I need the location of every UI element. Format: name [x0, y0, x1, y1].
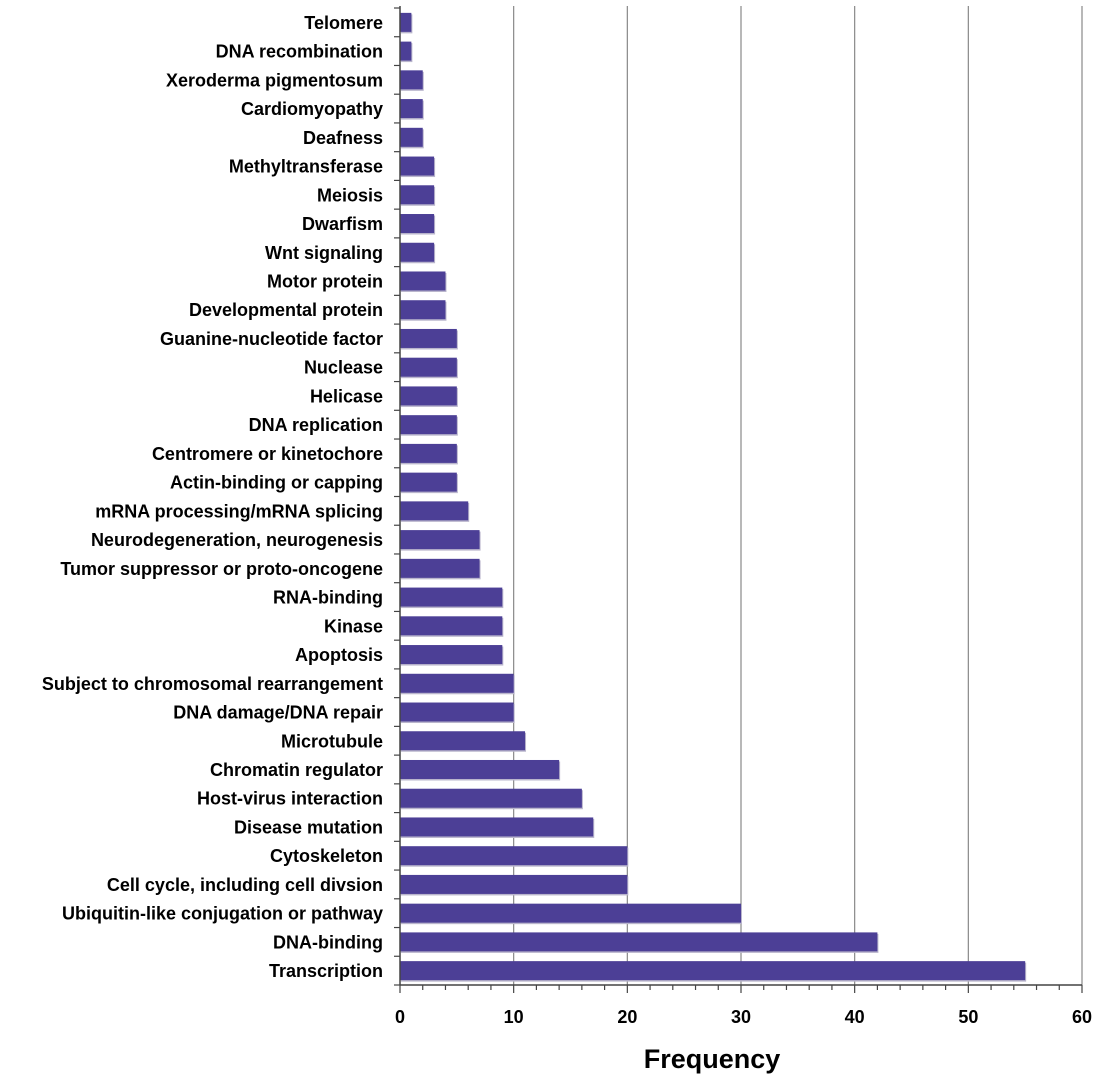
category-label: Xeroderma pigmentosum — [166, 70, 383, 90]
x-tick-label: 20 — [617, 1007, 637, 1027]
bar — [400, 759, 560, 779]
bar — [400, 788, 582, 808]
bar — [400, 616, 503, 636]
bar — [400, 328, 457, 348]
category-label: Transcription — [269, 961, 383, 981]
x-tick-label: 10 — [504, 1007, 524, 1027]
bar — [400, 185, 435, 205]
category-label: mRNA processing/mRNA splicing — [95, 501, 383, 521]
x-tick-label: 40 — [845, 1007, 865, 1027]
category-label: Centromere or kinetochore — [152, 444, 383, 464]
bar — [400, 415, 457, 435]
bar — [400, 587, 503, 607]
bar — [400, 271, 446, 291]
category-label: Telomere — [304, 13, 383, 33]
bar — [400, 702, 514, 722]
category-label: Host-virus interaction — [197, 789, 383, 809]
bar — [400, 874, 628, 894]
category-label: Ubiquitin-like conjugation or pathway — [62, 904, 383, 924]
bar — [400, 70, 423, 90]
bar — [400, 932, 878, 952]
bar — [400, 443, 457, 463]
category-label: DNA recombination — [216, 42, 383, 62]
category-label: Kinase — [324, 616, 383, 636]
x-axis-title: Frequency — [644, 1044, 781, 1074]
bar — [400, 961, 1026, 981]
category-label: Motor protein — [267, 271, 383, 291]
category-label: Cell cycle, including cell divsion — [107, 875, 383, 895]
bar — [400, 12, 412, 32]
category-label: Microtubule — [281, 731, 383, 751]
category-label: DNA replication — [249, 415, 383, 435]
bar — [400, 41, 412, 61]
bar — [400, 558, 480, 578]
bar — [400, 501, 469, 521]
x-axis: 0 10 20 30 40 50 60 — [394, 6, 1092, 1027]
category-label: Developmental protein — [189, 300, 383, 320]
bars — [400, 12, 1027, 982]
category-label: Meiosis — [317, 185, 383, 205]
bar — [400, 673, 514, 693]
bar — [400, 357, 457, 377]
bar — [400, 903, 741, 923]
bar — [400, 300, 446, 320]
x-tick-label: 50 — [958, 1007, 978, 1027]
category-label: Dwarfism — [302, 214, 383, 234]
category-label: Cardiomyopathy — [241, 99, 383, 119]
bar — [400, 386, 457, 406]
category-label: Methyltransferase — [229, 157, 383, 177]
category-label: Neurodegeneration, neurogenesis — [91, 530, 383, 550]
bar — [400, 99, 423, 119]
category-label: Deafness — [303, 128, 383, 148]
category-label: Chromatin regulator — [210, 760, 383, 780]
category-label: Apoptosis — [295, 645, 383, 665]
bar — [400, 156, 435, 176]
bar — [400, 242, 435, 262]
category-label: Actin-binding or capping — [170, 473, 383, 493]
bar — [400, 645, 503, 665]
category-label: Nuclease — [304, 358, 383, 378]
bar — [400, 214, 435, 234]
bar — [400, 530, 480, 550]
category-label: Tumor suppressor or proto-oncogene — [60, 559, 383, 579]
bar — [400, 127, 423, 147]
category-label: Wnt signaling — [265, 243, 383, 263]
category-label: DNA damage/DNA repair — [173, 703, 383, 723]
bar — [400, 817, 594, 837]
category-label: Guanine-nucleotide factor — [160, 329, 383, 349]
x-tick-label: 30 — [731, 1007, 751, 1027]
category-label: Disease mutation — [234, 817, 383, 837]
bar — [400, 731, 526, 751]
bar — [400, 472, 457, 492]
category-label: RNA-binding — [273, 588, 383, 608]
category-label: Cytoskeleton — [270, 846, 383, 866]
bar — [400, 846, 628, 866]
category-label: DNA-binding — [273, 932, 383, 952]
category-label: Helicase — [310, 386, 383, 406]
x-tick-label: 60 — [1072, 1007, 1092, 1027]
gridlines — [513, 6, 1083, 985]
x-tick-label: 0 — [395, 1007, 405, 1027]
category-labels: Telomere DNA recombination Xeroderma pigme… — [42, 13, 383, 981]
category-label: Subject to chromosomal rearrangement — [42, 674, 383, 694]
